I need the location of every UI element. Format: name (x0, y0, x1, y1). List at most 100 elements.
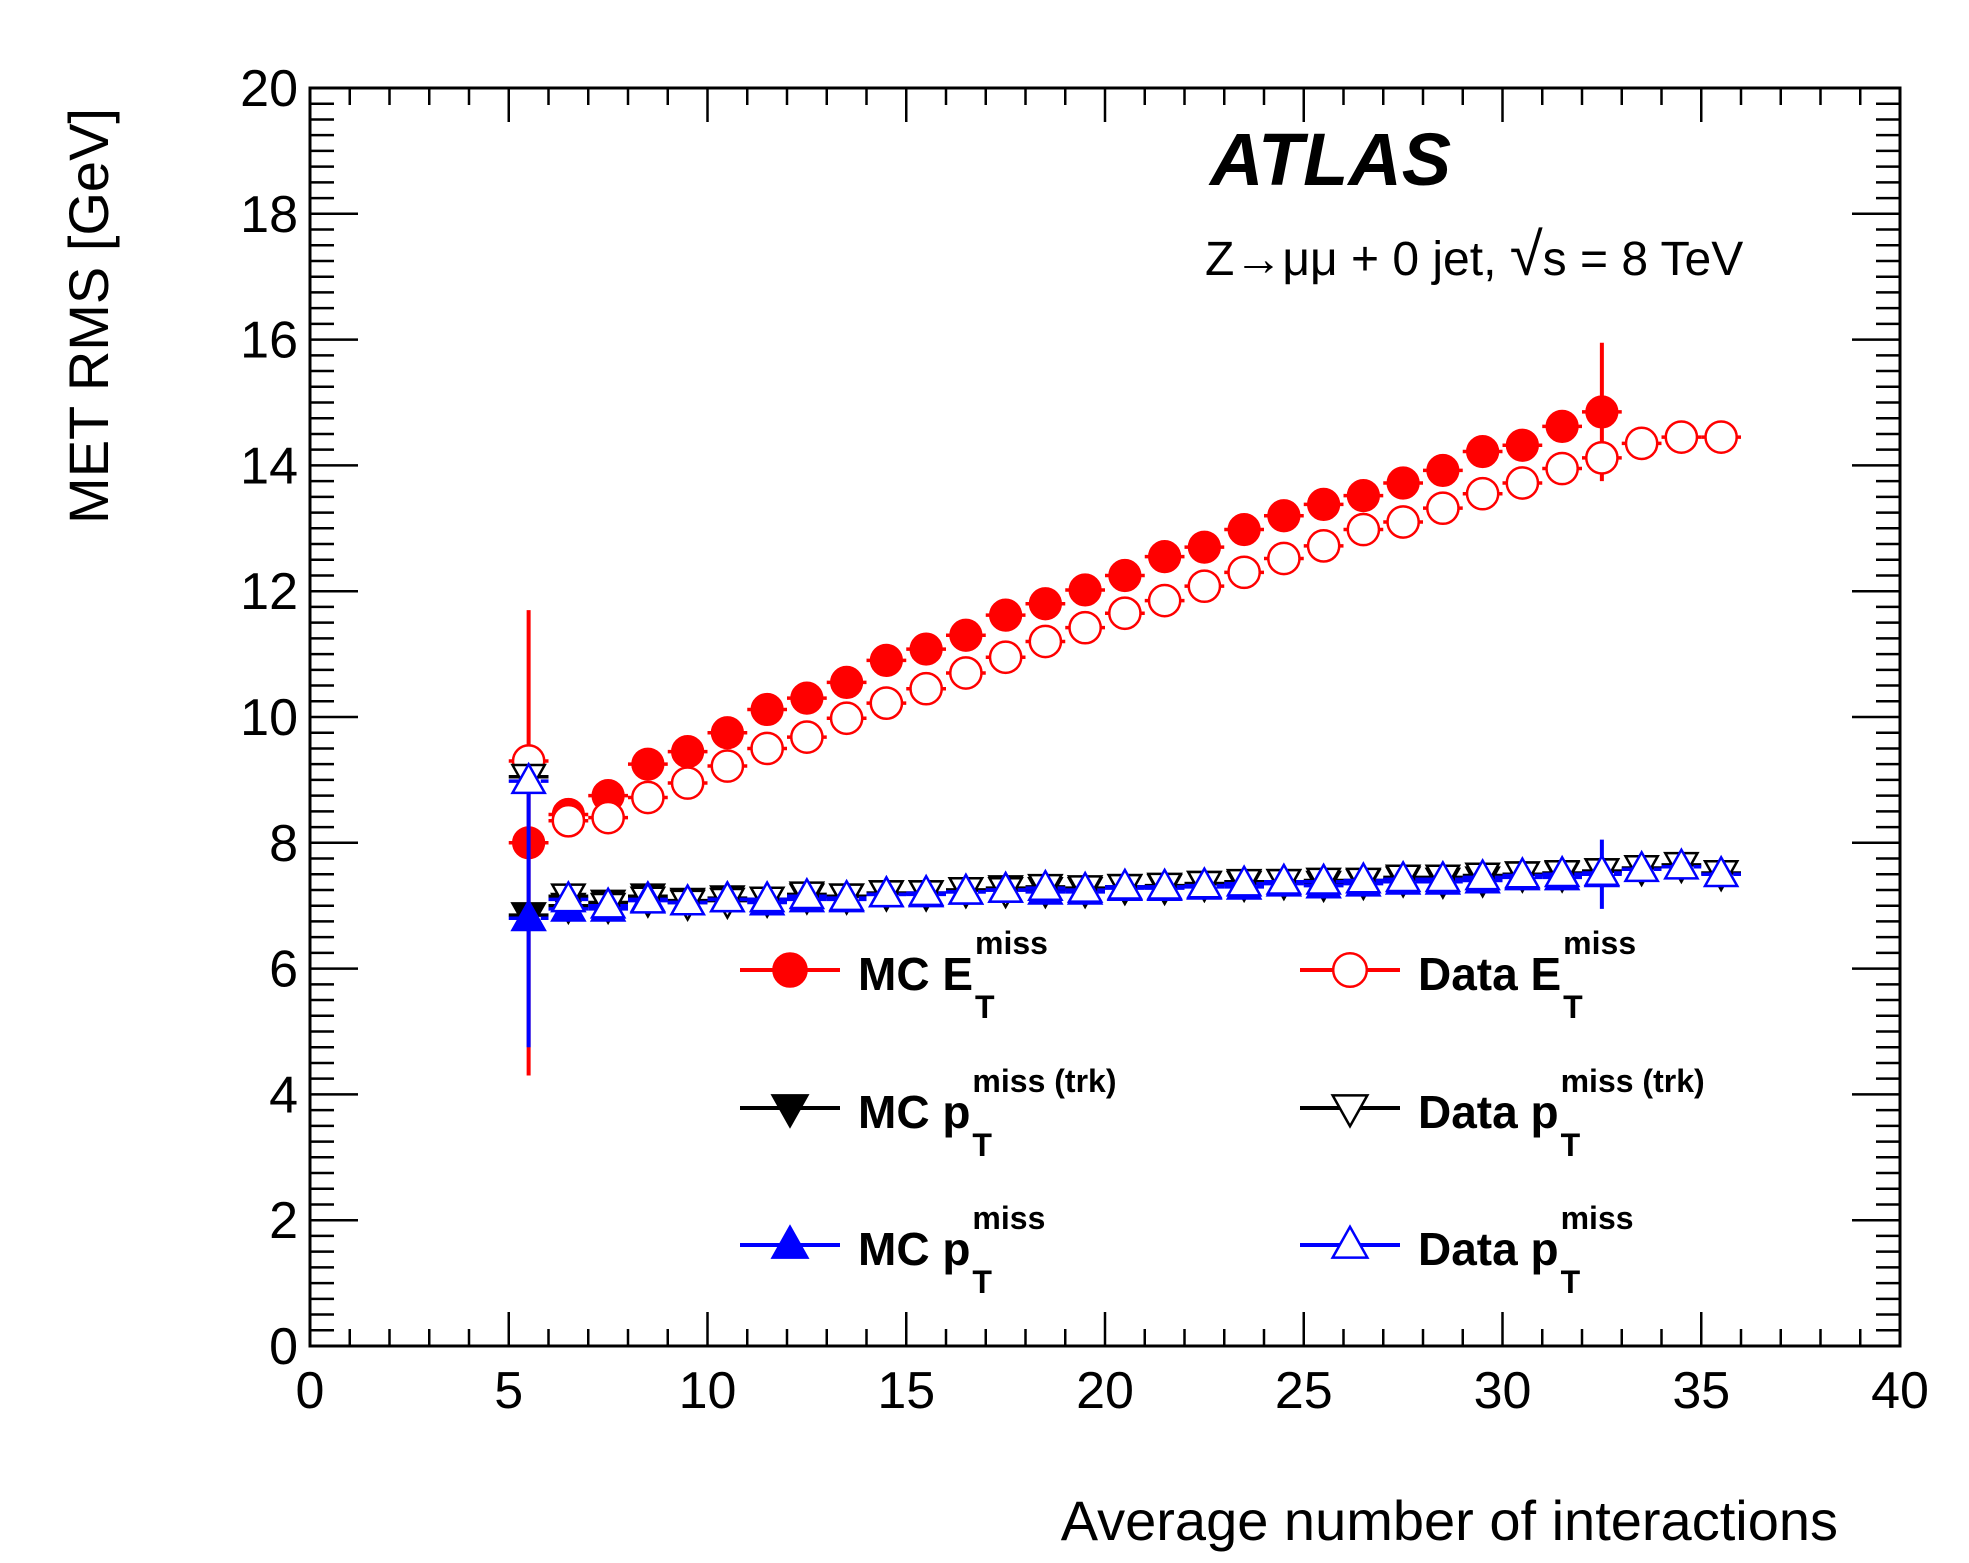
legend-superscript: miss (975, 925, 1048, 961)
data-point (907, 873, 945, 907)
data-point (510, 898, 547, 932)
data-point (1663, 847, 1700, 880)
data-point (1704, 420, 1738, 454)
data-point (1068, 610, 1102, 645)
data-point (1624, 426, 1659, 461)
data-point (1346, 478, 1380, 513)
y-tick-label: 6 (269, 941, 298, 999)
x-tick-label: 15 (877, 1362, 935, 1420)
data-point (1186, 866, 1223, 899)
y-tick-label: 4 (269, 1066, 298, 1124)
legend-subscript: T (1561, 1127, 1581, 1163)
data-point (947, 872, 985, 905)
data-point (1068, 573, 1102, 607)
legend-label: MC p (858, 1086, 970, 1138)
legend-marker (1331, 951, 1369, 989)
data-point (710, 749, 745, 783)
data-point (828, 878, 865, 912)
legend-marker (1330, 1224, 1370, 1259)
data-point (868, 874, 905, 908)
data-point (829, 701, 864, 736)
data-point (1227, 512, 1261, 547)
data-point (989, 598, 1023, 632)
x-tick-label: 25 (1275, 1362, 1333, 1420)
data-point (1187, 530, 1221, 564)
legend-label: Data p (1418, 1086, 1559, 1138)
data-point (1585, 441, 1619, 475)
series-1 (508, 420, 1741, 838)
legend-label: MC p (858, 1223, 970, 1275)
data-point (909, 671, 943, 706)
y-tick-label: 2 (269, 1192, 298, 1250)
data-point (1543, 854, 1581, 888)
data-point (988, 640, 1023, 675)
legend-subscript: T (975, 989, 995, 1025)
series-5 (508, 761, 1741, 919)
data-point (1187, 569, 1222, 604)
data-point (1545, 409, 1579, 444)
legend-subscript: T (972, 1264, 992, 1300)
x-tick-label: 35 (1672, 1362, 1730, 1420)
data-point (1307, 487, 1341, 521)
data-point (1028, 587, 1062, 621)
y-tick-label: 16 (240, 312, 298, 370)
data-point (830, 665, 864, 700)
data-point (550, 879, 587, 913)
y-tick-label: 8 (269, 815, 298, 873)
y-axis-title: MET RMS [GeV] (57, 108, 120, 524)
data-point (1505, 428, 1539, 462)
legend-marker (1330, 1094, 1370, 1129)
data-point (1424, 859, 1462, 893)
data-point (1305, 862, 1342, 895)
data-point (1426, 491, 1460, 526)
y-tick-label: 0 (269, 1318, 298, 1376)
data-point (671, 734, 705, 769)
data-point (709, 879, 746, 913)
series-4 (508, 789, 1622, 1048)
data-point (1106, 867, 1144, 900)
data-point (1702, 854, 1740, 888)
legend-marker (770, 1094, 810, 1129)
data-point (1386, 466, 1420, 500)
data-point (551, 803, 586, 838)
data-point (1505, 466, 1540, 500)
data-point (1108, 558, 1142, 593)
data-point (1267, 541, 1301, 576)
data-point (1108, 596, 1142, 631)
data-point (1386, 505, 1420, 539)
legend-marker (770, 1224, 810, 1259)
data-point (1504, 856, 1541, 889)
x-tick-label: 30 (1474, 1362, 1532, 1420)
data-point (631, 747, 665, 781)
data-point (1148, 540, 1182, 574)
data-point (790, 681, 824, 715)
data-point (669, 883, 706, 916)
legend-label: Data E (1418, 948, 1561, 1000)
svg-text:Z→μμ + 0 jet, √s = 8 TeV: Z→μμ + 0 jet, √s = 8 TeV (1205, 221, 1743, 288)
legend-subscript: T (1563, 989, 1583, 1025)
data-point (1027, 868, 1064, 902)
data-point (589, 886, 627, 919)
data-point (710, 716, 744, 750)
legend-label: MC E (858, 948, 973, 1000)
data-point (987, 870, 1024, 903)
data-point (1265, 862, 1303, 895)
process-annotation: Z→μμ + 0 jet, √s = 8 TeV (1205, 221, 1743, 288)
legend-subscript: T (1561, 1264, 1581, 1300)
data-point (748, 879, 786, 913)
legend-superscript: miss (trk) (1561, 1063, 1705, 1099)
y-tick-label: 10 (240, 689, 298, 747)
data-point (1147, 583, 1182, 618)
experiment-label: ATLAS (1208, 118, 1451, 201)
x-tick-label: 20 (1076, 1362, 1134, 1420)
data-point (1623, 849, 1660, 883)
data-point (949, 618, 983, 652)
data-point (1585, 395, 1619, 429)
x-tick-label: 5 (494, 1362, 523, 1420)
legend-subscript: T (972, 1127, 992, 1163)
x-tick-label: 40 (1871, 1362, 1929, 1420)
data-point (1267, 499, 1301, 533)
